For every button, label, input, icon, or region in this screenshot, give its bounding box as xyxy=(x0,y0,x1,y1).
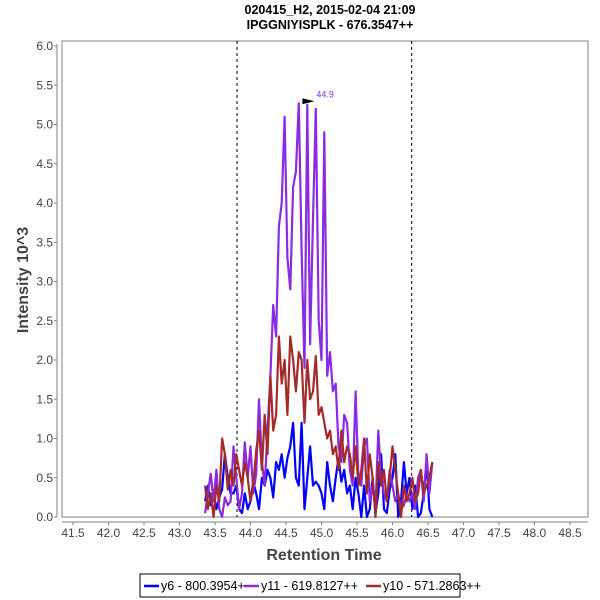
x-axis-label: Retention Time xyxy=(266,547,381,564)
y-tick-label: 4.0 xyxy=(36,196,53,210)
x-tick-label: 44.0 xyxy=(239,526,263,540)
x-tick-label: 42.5 xyxy=(132,526,156,540)
x-tick-label: 47.5 xyxy=(487,526,511,540)
peak-marker-icon xyxy=(302,98,315,105)
y-tick-label: 6.0 xyxy=(36,39,53,53)
peak-label: 44.9 xyxy=(316,89,334,99)
y-tick-label: 5.5 xyxy=(36,78,53,92)
x-tick-label: 44.5 xyxy=(274,526,298,540)
x-tick-label: 48.0 xyxy=(523,526,547,540)
series-line-y10[interactable] xyxy=(204,335,434,518)
x-tick-label: 45.5 xyxy=(345,526,369,540)
legend-label: y6 - 800.3954+ xyxy=(161,579,245,593)
x-tick-label: 46.5 xyxy=(416,526,440,540)
x-tick-label: 41.5 xyxy=(61,526,85,540)
y-tick-label: 5.0 xyxy=(36,118,53,132)
y-tick-label: 0.0 xyxy=(36,510,53,524)
x-tick-label: 46.0 xyxy=(381,526,405,540)
legend-label: y11 - 619.8127++ xyxy=(261,579,358,593)
chart-title: 020415_H2, 2015-02-04 21:09 xyxy=(245,3,416,17)
y-tick-label: 3.5 xyxy=(36,235,53,249)
y-tick-label: 2.0 xyxy=(36,353,53,367)
y-tick-label: 1.0 xyxy=(36,432,53,446)
y-tick-label: 3.0 xyxy=(36,275,53,289)
x-tick-label: 43.0 xyxy=(168,526,192,540)
legend-label: y10 - 571.2863++ xyxy=(383,579,481,593)
y-tick-label: 1.5 xyxy=(36,392,53,406)
y-axis-label: Intensity 10^3 xyxy=(15,227,32,333)
x-tick-label: 45.0 xyxy=(310,526,334,540)
x-tick-label: 42.0 xyxy=(97,526,121,540)
x-tick-label: 48.5 xyxy=(558,526,582,540)
y-tick-label: 0.5 xyxy=(36,471,53,485)
y-tick-label: 2.5 xyxy=(36,314,53,328)
legend: y6 - 800.3954+ y11 - 619.8127++ y10 - 571.… xyxy=(139,573,481,598)
y-tick-label: 4.5 xyxy=(36,157,53,171)
chart-subtitle: IPGGNIYISPLK - 676.3547++ xyxy=(247,18,414,32)
x-tick-label: 47.0 xyxy=(452,526,476,540)
x-tick-label: 43.5 xyxy=(203,526,227,540)
